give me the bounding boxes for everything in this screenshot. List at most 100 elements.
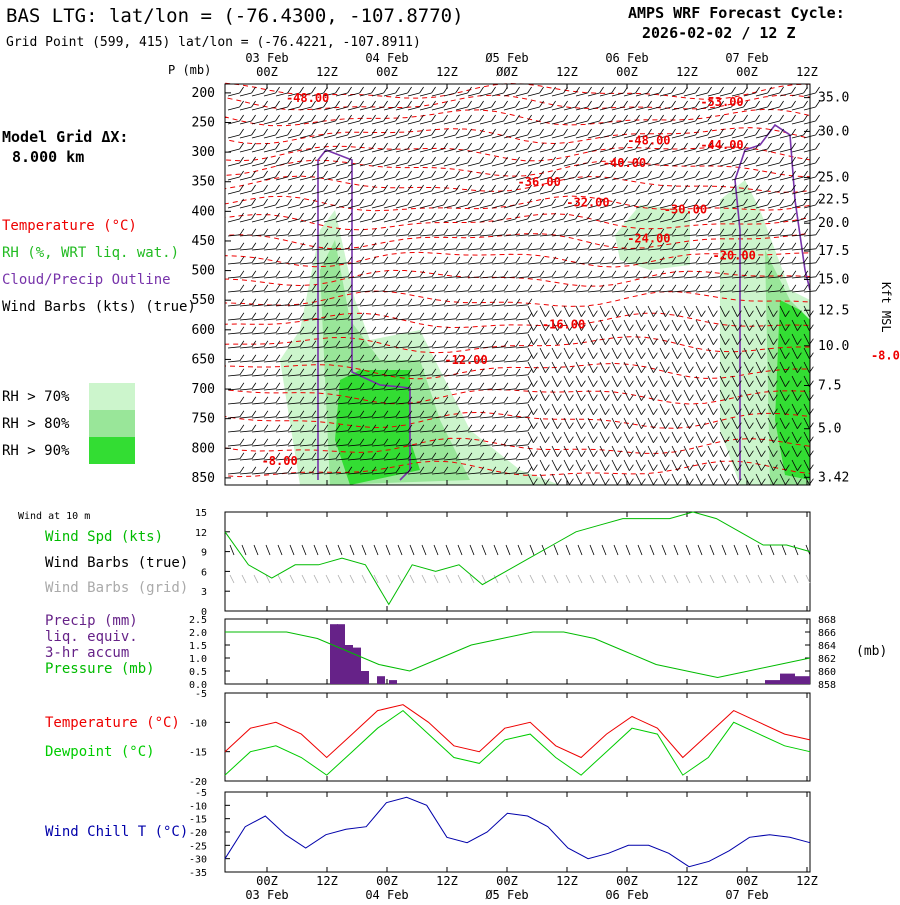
wind-barb-feather: [695, 170, 700, 178]
wind-barb-feather: [755, 284, 761, 292]
wind-barb: [275, 444, 288, 447]
wind-barb: [419, 472, 432, 475]
wind-barb-feather: [785, 324, 790, 331]
wind-barb-feather: [503, 396, 509, 404]
wind-barb-feather: [761, 464, 766, 471]
wind-barb: [443, 234, 456, 237]
wind-barb: [311, 388, 324, 391]
wind-barb: [431, 176, 444, 181]
wind-barb-feather: [359, 438, 365, 446]
wind-barb: [527, 92, 540, 97]
wind-barb-true: [589, 544, 595, 556]
wind-barb: [311, 120, 324, 125]
wind-barb: [383, 458, 396, 461]
wind-barb: [227, 430, 240, 433]
wind-barb-feather: [311, 340, 317, 348]
wind-barb-grid: [649, 574, 655, 584]
wind-barb: [551, 361, 558, 373]
wind-barb-feather: [371, 212, 376, 220]
wind-barb: [743, 204, 756, 209]
wind-barb-feather: [419, 256, 425, 264]
header: BAS LTG: lat/lon = (-76.4300, -107.8770)…: [6, 4, 845, 50]
wind-barb: [551, 417, 558, 429]
wind-barb-feather: [545, 450, 550, 457]
wind-barb-feather: [695, 114, 700, 122]
wind-barb: [299, 430, 312, 433]
wind-barb: [395, 346, 408, 349]
wind-barb: [779, 92, 792, 97]
wind-barb: [743, 473, 750, 485]
wind-barb: [791, 190, 804, 195]
wind-barb: [707, 262, 720, 265]
wind-barb: [455, 346, 468, 349]
wind-barb-feather: [539, 100, 544, 108]
wind-barb-feather: [443, 382, 449, 390]
wind-barb-feather: [599, 284, 605, 292]
wind-barb: [239, 248, 252, 251]
wind-chill-series: [224, 796, 811, 868]
wind-barb-feather: [359, 256, 365, 264]
wind-barb: [263, 134, 276, 139]
wind-barb: [707, 92, 720, 97]
wind-barb: [599, 218, 612, 223]
wind-barb: [311, 332, 324, 335]
wind-barb-feather: [779, 256, 785, 264]
wind-barb-feather: [299, 198, 304, 206]
wind-barb-feather: [323, 326, 329, 334]
wind-barb-feather: [785, 352, 790, 359]
wind-barb-feather: [641, 450, 646, 457]
wind-barb: [491, 346, 504, 349]
wind-barb-feather: [479, 100, 484, 108]
wind-barb: [335, 92, 348, 97]
wind-barb-feather: [323, 228, 329, 236]
wind-barb: [371, 120, 384, 125]
wind-barb: [767, 134, 780, 139]
wind-barb: [647, 162, 660, 167]
wind-barb-feather: [311, 198, 316, 206]
wind-barb: [743, 218, 756, 223]
wind-barb-feather: [707, 114, 712, 122]
wind-barb-feather: [527, 424, 533, 432]
wind-barb: [323, 346, 336, 349]
wind-barb-feather: [593, 380, 598, 387]
wind-barb-feather: [371, 128, 376, 136]
wind-barb-feather: [503, 270, 509, 278]
wind-barb-feather: [779, 114, 784, 122]
wind-barb: [587, 190, 600, 195]
wind-barb-feather: [443, 298, 449, 306]
wind-barb: [299, 190, 312, 195]
precip-legend-label: liq. equiv.: [45, 629, 138, 645]
wind-barb-feather: [335, 340, 341, 348]
wind-barb-feather: [419, 114, 424, 122]
wind-barb-feather: [647, 100, 652, 108]
wind-barb: [683, 276, 696, 279]
wind-barb: [335, 248, 348, 251]
wind-barb-feather: [623, 184, 628, 192]
wind-barb-grid: [697, 574, 703, 584]
wind-barb: [371, 374, 384, 377]
wind-barb: [395, 332, 408, 335]
wind-barb: [491, 430, 504, 433]
wind-barb: [287, 444, 300, 447]
wind-barb: [599, 276, 612, 279]
wind-barb: [227, 106, 240, 111]
wind-barb-feather: [653, 310, 658, 317]
wind-barb-feather: [407, 326, 413, 334]
wind-barb-feather: [263, 368, 269, 376]
wind-barb: [599, 162, 612, 167]
wind-barb: [503, 134, 516, 139]
y-tick-label: -10: [189, 801, 207, 812]
time-date-label: 07 Feb: [725, 888, 768, 900]
wind-barb-feather: [311, 100, 316, 108]
wind-barb: [611, 347, 618, 359]
wind-barb-feather: [515, 114, 520, 122]
wind-barb-feather: [359, 312, 365, 320]
wind-barb: [683, 248, 696, 251]
wind-barb-feather: [287, 86, 292, 94]
wind-barb-feather: [347, 228, 353, 236]
wind-barb: [251, 388, 264, 391]
wind-barb-feather: [467, 142, 472, 150]
wind-barb: [707, 276, 720, 279]
wind-barb-feather: [467, 156, 472, 164]
